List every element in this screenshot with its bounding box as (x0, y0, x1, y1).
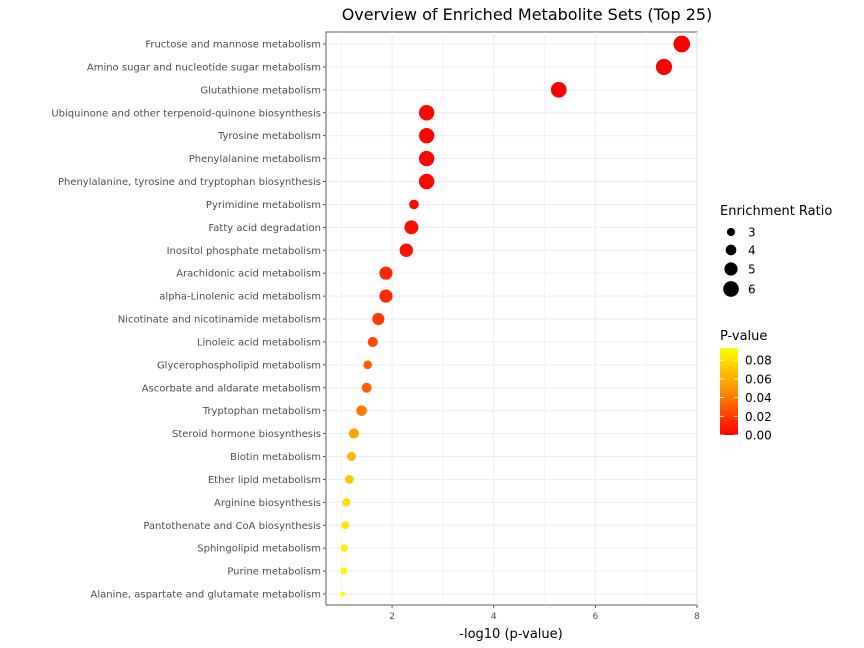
category-label: Fatty acid degradation (208, 223, 321, 234)
data-point (404, 220, 419, 235)
category-label: Fructose and mannose metabolism (145, 40, 321, 51)
category-label: Tryptophan metabolism (202, 406, 321, 417)
data-point (367, 336, 378, 347)
category-label: Steroid hormone biosynthesis (172, 429, 321, 440)
data-point (418, 105, 435, 121)
plot-panel (325, 31, 698, 606)
x-axis-title: -log10 (p-value) (459, 627, 562, 642)
color-legend-label: 0.04 (745, 391, 772, 405)
data-point (356, 405, 367, 416)
category-label: Sphingolipid metabolism (197, 544, 321, 555)
size-legend-key (724, 262, 738, 276)
category-label: Phenylalanine metabolism (189, 154, 321, 165)
grid-lines (326, 32, 698, 605)
data-point (372, 312, 385, 326)
size-legend-label: 6 (748, 283, 756, 297)
category-label: Alanine, aspartate and glutamate metabol… (91, 590, 321, 601)
size-legend-title: Enrichment Ratio (720, 204, 832, 219)
category-label: Purine metabolism (227, 567, 321, 578)
data-point (361, 382, 372, 393)
data-point (340, 544, 348, 552)
data-point (341, 521, 350, 530)
x-tick-label: 6 (592, 612, 598, 622)
data-point (340, 567, 348, 575)
data-point (418, 173, 435, 190)
category-label: Inositol phosphate metabolism (167, 246, 321, 257)
category-label: Pantothenate and CoA biosynthesis (143, 521, 321, 532)
x-tick-label: 4 (491, 612, 497, 622)
data-point (399, 243, 413, 257)
color-legend: P-value 0.00 0.02 0.04 0.06 0.08 (720, 329, 772, 443)
size-legend-label: 4 (748, 244, 756, 258)
data-point (346, 452, 356, 461)
category-label: Phenylalanine, tyrosine and tryptophan b… (58, 177, 321, 188)
category-label: alpha-Linolenic acid metabolism (159, 292, 321, 303)
size-legend-key (726, 227, 736, 237)
color-legend-label: 0.06 (745, 372, 772, 386)
category-label: Arachidonic acid metabolism (176, 269, 321, 280)
category-label: Linoleic acid metabolism (197, 337, 321, 348)
size-legend: Enrichment Ratio 3 4 5 6 (720, 204, 832, 297)
color-legend-title: P-value (720, 329, 767, 344)
data-point (379, 266, 393, 280)
category-label: Arginine biosynthesis (214, 498, 321, 509)
x-axis-ticks: 2 4 6 8 (389, 605, 700, 622)
data-point (655, 58, 673, 75)
size-legend-key (723, 281, 739, 297)
category-label: Glutathione metabolism (200, 85, 321, 96)
data-point (363, 360, 372, 370)
category-label: Nicotinate and nicotinamide metabolism (118, 315, 321, 326)
category-label: Ascorbate and aldarate metabolism (142, 383, 321, 394)
x-tick-label: 2 (389, 612, 395, 622)
color-legend-bar (720, 348, 738, 435)
category-label: Amino sugar and nucleotide sugar metabol… (87, 62, 321, 73)
category-labels: Fructose and mannose metabolism Amino sug… (51, 40, 326, 601)
data-point (673, 35, 691, 53)
category-label: Biotin metabolism (230, 452, 321, 463)
data-point (418, 127, 435, 144)
category-label: Tyrosine metabolism (217, 131, 321, 142)
category-label: Ether lipid metabolism (208, 475, 321, 486)
data-point (409, 199, 419, 210)
x-tick-label: 8 (694, 612, 700, 622)
size-legend-label: 5 (748, 263, 756, 277)
color-legend-label: 0.08 (745, 354, 772, 368)
data-point (342, 498, 351, 507)
category-label: Pyrimidine metabolism (206, 200, 321, 211)
data-point (345, 475, 354, 484)
color-legend-label: 0.02 (745, 410, 772, 424)
data-point (550, 82, 567, 98)
size-legend-label: 3 (748, 226, 756, 240)
category-label: Glycerophospholipid metabolism (157, 360, 321, 371)
data-point (348, 428, 360, 439)
color-legend-label: 0.00 (745, 429, 772, 443)
category-label: Ubiquinone and other terpenoid-quinone b… (51, 108, 321, 119)
size-legend-key (725, 244, 737, 256)
data-point (379, 289, 393, 303)
data-point (340, 591, 346, 597)
data-points (340, 35, 691, 597)
data-point (418, 150, 435, 167)
chart-title: Overview of Enriched Metabolite Sets (To… (342, 5, 713, 24)
